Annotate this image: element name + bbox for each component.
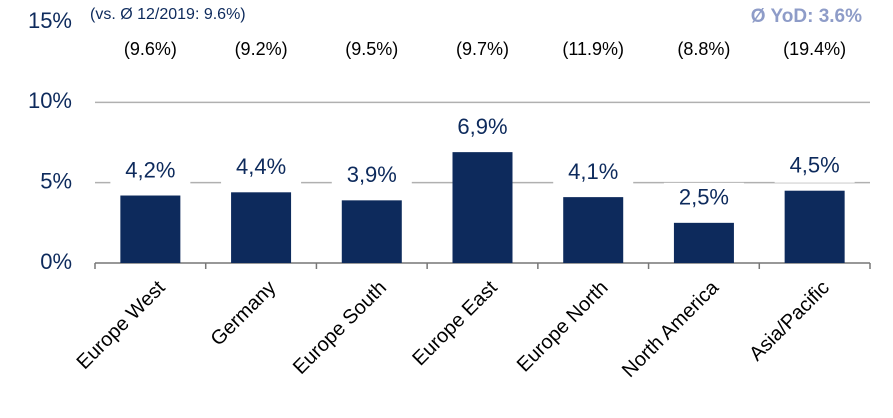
value-label: 3,9% <box>347 162 397 187</box>
y-tick-label: 15% <box>28 8 72 33</box>
comparison-label: (9.5%) <box>345 39 398 59</box>
comparison-label: (9.6%) <box>124 39 177 59</box>
x-tick-label: Europe North <box>513 277 613 377</box>
bar <box>341 200 402 263</box>
x-tick-label: Europe West <box>73 276 170 373</box>
y-tick-label: 10% <box>28 88 72 113</box>
x-tick-label: North America <box>618 276 724 382</box>
label-background <box>774 150 855 183</box>
label-background <box>663 182 744 215</box>
bar <box>563 197 624 263</box>
headline: Ø YoD: 3.6% <box>751 6 862 27</box>
bar <box>452 152 513 263</box>
value-label: 4,5% <box>790 153 840 178</box>
bar <box>784 190 845 263</box>
bar <box>120 195 181 263</box>
label-background <box>331 160 412 193</box>
bar <box>231 192 292 263</box>
label-background <box>221 152 302 185</box>
y-tick-label: 0% <box>40 249 72 274</box>
bar <box>673 222 734 263</box>
comparison-label: (8.8%) <box>677 39 730 59</box>
comparison-label: (9.2%) <box>235 39 288 59</box>
label-background <box>553 157 634 190</box>
comparison-label: (19.4%) <box>783 39 846 59</box>
x-tick-label: Europe South <box>289 277 391 379</box>
y-tick-label: 5% <box>40 168 72 193</box>
x-tick-label: Germany <box>207 277 281 351</box>
label-background <box>110 155 191 188</box>
comparison-label: (9.7%) <box>456 39 509 59</box>
label-background <box>442 112 523 145</box>
value-label: 4,1% <box>568 159 618 184</box>
x-tick-label: Asia/Pacific <box>745 277 834 366</box>
note: (vs. Ø 12/2019: 9.6%) <box>90 6 246 23</box>
value-label: 6,9% <box>457 114 507 139</box>
value-label: 4,4% <box>236 154 286 179</box>
value-label: 4,2% <box>125 157 175 182</box>
value-label: 2,5% <box>679 185 729 210</box>
comparison-label: (11.9%) <box>562 39 624 59</box>
x-tick-label: Europe East <box>408 276 502 370</box>
